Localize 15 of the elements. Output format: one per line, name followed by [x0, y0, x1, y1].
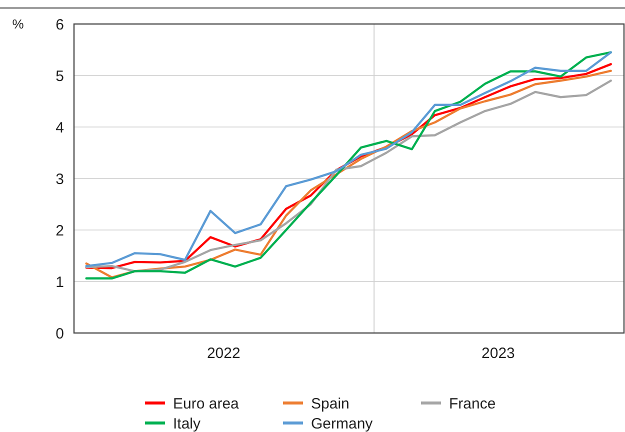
legend-label: France	[449, 395, 496, 412]
legend-label: Spain	[311, 395, 350, 412]
y-tick-label: 4	[56, 119, 64, 136]
y-tick-label: 6	[56, 16, 64, 34]
y-tick-label: 5	[56, 68, 64, 85]
legend-label: Euro area	[173, 395, 240, 412]
y-tick-label: 3	[56, 170, 64, 188]
legend-label: Italy	[173, 415, 202, 432]
y-axis-title: %	[12, 16, 24, 32]
legend-label: Germany	[311, 415, 374, 432]
x-tick-label: 2022	[206, 345, 240, 362]
y-tick-label: 2	[56, 222, 64, 240]
y-tick-label: 0	[56, 325, 64, 342]
y-tick-label: 1	[56, 274, 64, 291]
x-tick-label: 2023	[482, 345, 515, 362]
